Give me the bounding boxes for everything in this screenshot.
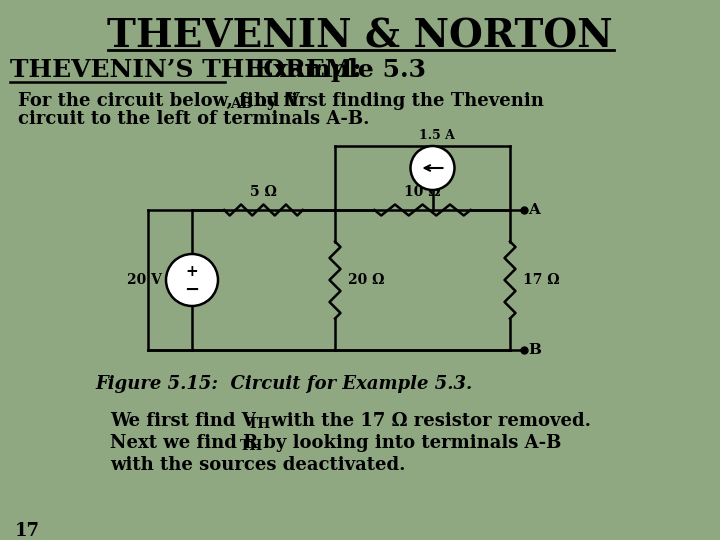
Text: 5 Ω: 5 Ω	[250, 185, 277, 199]
Text: 20 Ω: 20 Ω	[348, 273, 384, 287]
Text: circuit to the left of terminals A-B.: circuit to the left of terminals A-B.	[18, 110, 369, 128]
Text: by first finding the Thevenin: by first finding the Thevenin	[248, 92, 544, 110]
Text: TH: TH	[240, 439, 264, 453]
Text: with the sources deactivated.: with the sources deactivated.	[110, 456, 405, 474]
Text: 17: 17	[15, 522, 40, 540]
Circle shape	[410, 146, 454, 190]
Text: TH: TH	[248, 417, 271, 431]
Text: 1.5 A: 1.5 A	[418, 129, 454, 142]
Text: Example 5.3: Example 5.3	[228, 58, 426, 82]
Text: Figure 5.15:  Circuit for Example 5.3.: Figure 5.15: Circuit for Example 5.3.	[95, 375, 472, 393]
Text: 10 Ω: 10 Ω	[404, 185, 441, 199]
Circle shape	[166, 254, 218, 306]
Text: with the 17 Ω resistor removed.: with the 17 Ω resistor removed.	[265, 412, 591, 430]
Text: B: B	[528, 343, 541, 357]
Text: −: −	[184, 281, 199, 299]
Text: by looking into terminals A-B: by looking into terminals A-B	[257, 434, 562, 452]
Text: We first find V: We first find V	[110, 412, 256, 430]
Text: A: A	[528, 203, 540, 217]
Text: 17 Ω: 17 Ω	[523, 273, 559, 287]
Text: For the circuit below, find V: For the circuit below, find V	[18, 92, 300, 110]
Text: 20 V: 20 V	[127, 273, 162, 287]
Text: +: +	[186, 264, 199, 279]
Text: Next we find R: Next we find R	[110, 434, 258, 452]
Text: THEVENIN’S THEOREM:: THEVENIN’S THEOREM:	[10, 58, 361, 82]
Text: AB: AB	[230, 97, 253, 111]
Text: THEVENIN & NORTON: THEVENIN & NORTON	[107, 18, 613, 56]
